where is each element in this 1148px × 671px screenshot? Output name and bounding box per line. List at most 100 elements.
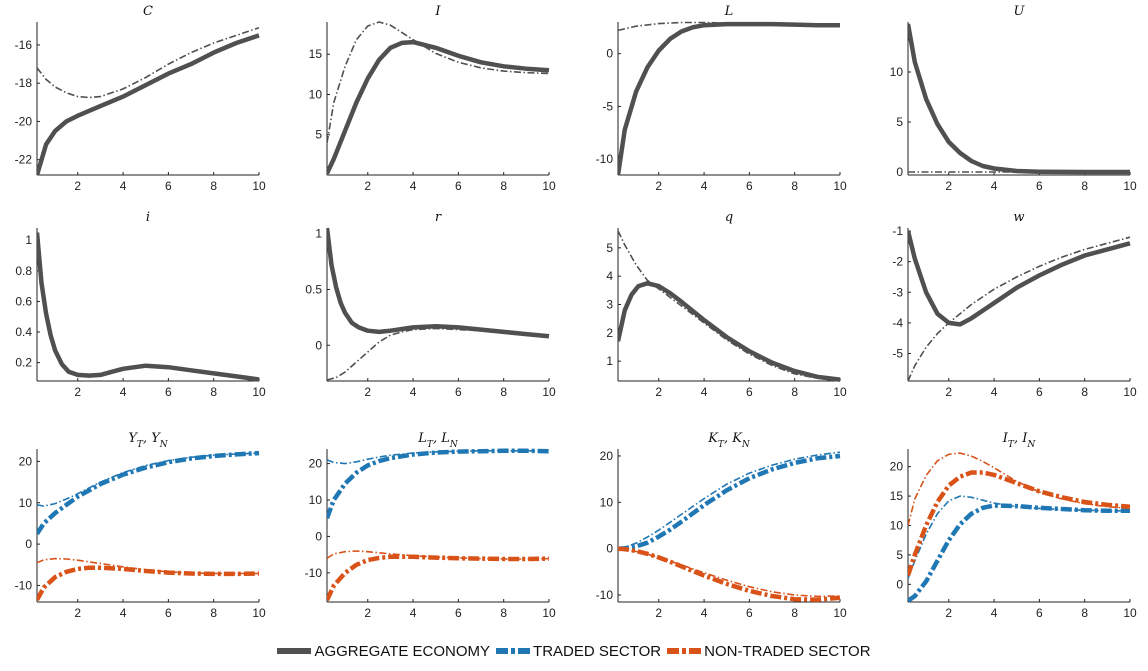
x-tick-label: 6 [455,606,462,620]
legend-label-aggregate: AGGREGATE ECONOMY [314,642,491,660]
y-tick-label: 0.6 [15,294,32,308]
x-tick-label: 10 [1123,179,1137,193]
panel-title: r [435,210,442,225]
panel-8: w 2 4 6 8 10 -5 -4 -3 -2 -1 [892,210,1137,399]
panel-title: w [1013,210,1024,225]
x-tick-label: 6 [165,606,172,620]
series-line-1 [327,448,550,519]
x-tick-label: 2 [364,385,371,399]
panel-title: L [724,4,734,19]
series-line-2 [37,26,260,99]
x-tick-label: 10 [833,179,847,193]
y-tick-label: -5 [602,99,613,113]
legend-swatch-aggregate [277,648,312,654]
y-tick-label: -1 [892,224,903,238]
y-tick-label: -4 [892,316,903,330]
y-tick-label: 0.2 [15,356,32,370]
y-tick-label: 0 [25,537,32,551]
x-tick-label: 2 [364,179,371,193]
y-tick-label: -16 [15,38,33,52]
y-tick-label: 10 [309,493,323,507]
y-tick-label: 3 [606,298,613,312]
panel-title: C [143,4,153,19]
y-tick-label: 0 [315,338,322,352]
x-tick-label: 8 [210,606,217,620]
x-tick-label: 10 [1123,606,1137,620]
series-line-2 [37,232,260,381]
x-tick-label: 4 [701,179,708,193]
x-tick-label: 2 [74,606,81,620]
x-tick-label: 8 [500,385,507,399]
y-tick-label: 0 [315,529,322,543]
x-tick-label: 4 [120,179,127,193]
x-tick-label: 4 [120,606,127,620]
x-tick-label: 10 [252,385,266,399]
series-line-2 [37,452,260,507]
x-tick-label: 4 [991,606,998,620]
x-tick-label: 10 [1123,385,1137,399]
y-tick-label: 5 [896,548,903,562]
x-tick-label: 8 [210,179,217,193]
series-line-2 [908,495,1130,579]
x-tick-label: 4 [410,606,417,620]
x-tick-label: 6 [455,179,462,193]
series-line-2 [327,327,550,381]
x-tick-label: 6 [165,385,172,399]
y-tick-label: 4 [606,269,613,283]
y-tick-label: 0 [606,47,613,61]
legend-item-traded: TRADED SECTOR [496,643,661,660]
series-line-3 [908,470,1131,577]
panel-12: IT, IN 2 4 6 8 10 0 5 10 15 20 [890,431,1137,620]
y-tick-label: 5 [606,241,613,255]
x-tick-label: 6 [1036,385,1043,399]
y-tick-label: -20 [15,114,33,128]
x-tick-label: 4 [991,179,998,193]
panel-5: i 2 4 6 8 10 0.2 0.4 0.6 0.8 1 [15,210,266,399]
series-line-2 [618,451,841,550]
series-line-4 [908,452,1131,526]
x-tick-label: 8 [1081,606,1088,620]
y-tick-label: 10 [600,495,614,509]
y-tick-label: 0.8 [15,264,32,278]
x-tick-label: 2 [364,606,371,620]
x-tick-label: 6 [455,385,462,399]
panel-title: YT, YN [128,431,168,450]
x-tick-label: 4 [991,385,998,399]
legend-swatch-traded [496,648,531,654]
x-tick-label: 2 [945,606,952,620]
y-tick-label: -10 [15,578,33,592]
y-tick-label: 5 [315,128,322,142]
x-tick-label: 2 [655,179,662,193]
y-tick-label: 2 [606,326,613,340]
x-tick-label: 10 [252,179,266,193]
y-tick-label: 5 [896,115,903,129]
x-tick-label: 8 [210,385,217,399]
panel-title: I [434,4,441,19]
x-tick-label: 2 [945,179,952,193]
series-line-1 [908,503,1130,603]
panel-2: I 2 4 6 8 10 5 10 15 [309,4,556,193]
y-tick-label: -10 [305,566,323,580]
x-tick-label: 2 [655,385,662,399]
y-tick-label: 20 [890,460,904,474]
series-line-1 [908,230,1131,327]
panel-3: L 2 4 6 8 10 -10 -5 0 [596,4,847,193]
x-tick-label: 8 [791,606,798,620]
x-tick-label: 8 [500,179,507,193]
panel-9: YT, YN 2 4 6 8 10 -10 0 10 20 [15,431,266,620]
panel-title: LT, LN [417,431,459,450]
y-tick-label: 10 [890,519,904,533]
series-line-2 [327,21,550,143]
y-tick-label: 20 [19,454,33,468]
x-tick-label: 10 [542,385,556,399]
x-tick-label: 6 [746,179,753,193]
y-tick-label: 0 [896,165,903,179]
x-tick-label: 4 [701,606,708,620]
x-tick-label: 2 [655,606,662,620]
y-tick-label: -3 [892,285,903,299]
series-line-1 [37,33,260,176]
series-line-1 [618,281,841,382]
legend-swatch-non-traded [667,648,702,654]
y-tick-label: 10 [890,65,904,79]
